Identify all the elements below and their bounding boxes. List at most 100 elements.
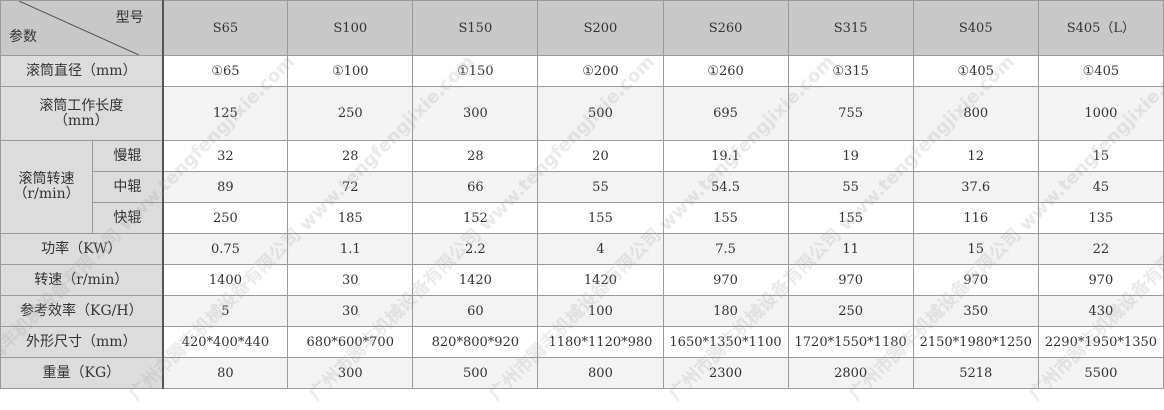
cell-value: 12 (912, 140, 1039, 172)
cell-value: ①315 (787, 55, 914, 87)
cell-value: 0.75 (162, 233, 289, 265)
table-row: 重量（KG） 80 300 500 800 2300 2800 5218 5500 (0, 357, 1164, 389)
diagonal-divider (18, 1, 140, 55)
model-header: S405 (912, 0, 1039, 56)
cell-value: 11 (787, 233, 914, 265)
cell-value: 19.1 (662, 140, 789, 172)
cell-value: 155 (662, 202, 789, 234)
group-label-text: 滚筒转速 (18, 171, 75, 187)
table-row: 快辊 250 185 152 155 155 155 116 135 (1, 202, 1164, 234)
cell-value: 2800 (787, 357, 914, 389)
row-label: 功率（KW） (0, 233, 164, 265)
table-row: 滚筒工作长度 （mm） 125 250 300 500 695 755 800 1000 (0, 86, 1164, 141)
cell-value: 116 (912, 202, 1039, 234)
row-label-text: 转速（r/min） (34, 271, 129, 288)
cell-value: 250 (162, 202, 289, 234)
cell-value: 970 (662, 264, 789, 296)
table-row: 外形尺寸（mm） 420*400*440 680*600*700 820*800*92… (0, 326, 1164, 358)
cell-value: 350 (912, 295, 1039, 327)
cell-value: 680*600*700 (287, 326, 414, 358)
row-label-text: 滚筒工作长度 (39, 97, 124, 114)
cell-value: ①200 (537, 55, 664, 87)
cell-value: 22 (1037, 233, 1164, 265)
cell-value: 55 (537, 171, 664, 203)
model-header: S405（L） (1037, 0, 1164, 56)
cell-value: 30 (287, 264, 414, 296)
cell-value: 60 (412, 295, 539, 327)
cell-value: 30 (287, 295, 414, 327)
cell-value: 695 (662, 86, 789, 141)
cell-value: 430 (1037, 295, 1164, 327)
row-label: 重量（KG） (0, 357, 164, 389)
cell-value: 420*400*440 (162, 326, 289, 358)
cell-value: 1.1 (287, 233, 414, 265)
cell-value: 5500 (1037, 357, 1164, 389)
cell-value: 100 (537, 295, 664, 327)
model-header: S100 (287, 0, 414, 56)
cell-value: ①100 (287, 55, 414, 87)
row-label: 参考效率（KG/H） (0, 295, 164, 327)
row-label: 转速（r/min） (0, 264, 164, 296)
table-row: 滚筒直径（mm） ①65 ①100 ①150 ①200 ①260 ①315 ①405 ①405 (0, 55, 1164, 87)
cell-value: 15 (912, 233, 1039, 265)
row-label: 慢辊 (92, 140, 164, 172)
cell-value: 45 (1037, 171, 1164, 203)
cell-value: 2.2 (412, 233, 539, 265)
cell-value: 37.6 (912, 171, 1039, 203)
model-header: S150 (412, 0, 539, 56)
cell-value: 1420 (537, 264, 664, 296)
cell-value: 89 (162, 171, 289, 203)
group-label-unit: （r/min） (13, 186, 80, 202)
cell-value: 72 (287, 171, 414, 203)
cell-value: 55 (787, 171, 914, 203)
cell-value: 20 (537, 140, 664, 172)
cell-value: 155 (787, 202, 914, 234)
row-label: 中辊 (92, 171, 164, 203)
cell-value: 500 (537, 86, 664, 141)
cell-value: ①150 (412, 55, 539, 87)
row-label-text: 外形尺寸（mm） (26, 333, 137, 350)
cell-value: 2150*1980*1250 (912, 326, 1039, 358)
cell-value: 5218 (912, 357, 1039, 389)
row-label: 快辊 (92, 202, 164, 234)
cell-value: 970 (912, 264, 1039, 296)
table-row: 滚筒转速 （r/min） 慢辊 32 28 28 20 19.1 19 12 15 (0, 140, 1164, 234)
cell-value: 28 (287, 140, 414, 172)
cell-value: 32 (162, 140, 289, 172)
cell-value: 1720*1550*1180 (787, 326, 914, 358)
row-label: 滚筒工作长度 （mm） (0, 86, 164, 141)
cell-value: 5 (162, 295, 289, 327)
cell-value: 500 (412, 357, 539, 389)
cell-value: 300 (412, 86, 539, 141)
cell-value: 155 (537, 202, 664, 234)
spec-table: 型号 参数 S65 S100 S150 S200 S260 S315 S405 … (0, 0, 1164, 389)
table-row: 参考效率（KG/H） 5 30 60 100 180 250 350 430 (0, 295, 1164, 327)
cell-value: ①260 (662, 55, 789, 87)
cell-value: 4 (537, 233, 664, 265)
model-header: S65 (162, 0, 289, 56)
model-label: 型号 (115, 10, 144, 26)
row-label-text: 滚筒直径（mm） (26, 62, 137, 79)
cell-value: 19 (787, 140, 914, 172)
cell-value: 2290*1950*1350 (1037, 326, 1164, 358)
cell-value: 250 (787, 295, 914, 327)
cell-value: 15 (1037, 140, 1164, 172)
row-label-text: 重量（KG） (42, 364, 121, 381)
cell-value: 125 (162, 86, 289, 141)
row-label-text: 参考效率（KG/H） (20, 302, 143, 319)
corner-header: 型号 参数 (0, 0, 164, 56)
param-label: 参数 (9, 29, 37, 45)
row-label: 外形尺寸（mm） (0, 326, 164, 358)
model-header: S260 (662, 0, 789, 56)
cell-value: 250 (287, 86, 414, 141)
cell-value: 970 (1037, 264, 1164, 296)
cell-value: 800 (537, 357, 664, 389)
table-row: 中辊 89 72 66 55 54.5 55 37.6 45 (1, 171, 1164, 203)
cell-value: 800 (912, 86, 1039, 141)
model-header: S200 (537, 0, 664, 56)
cell-value: ①405 (912, 55, 1039, 87)
table-row: 功率（KW） 0.75 1.1 2.2 4 7.5 11 15 22 (0, 233, 1164, 265)
cell-value: 152 (412, 202, 539, 234)
table-row: 转速（r/min） 1400 30 1420 1420 970 970 970 970 (0, 264, 1164, 296)
cell-value: 180 (662, 295, 789, 327)
